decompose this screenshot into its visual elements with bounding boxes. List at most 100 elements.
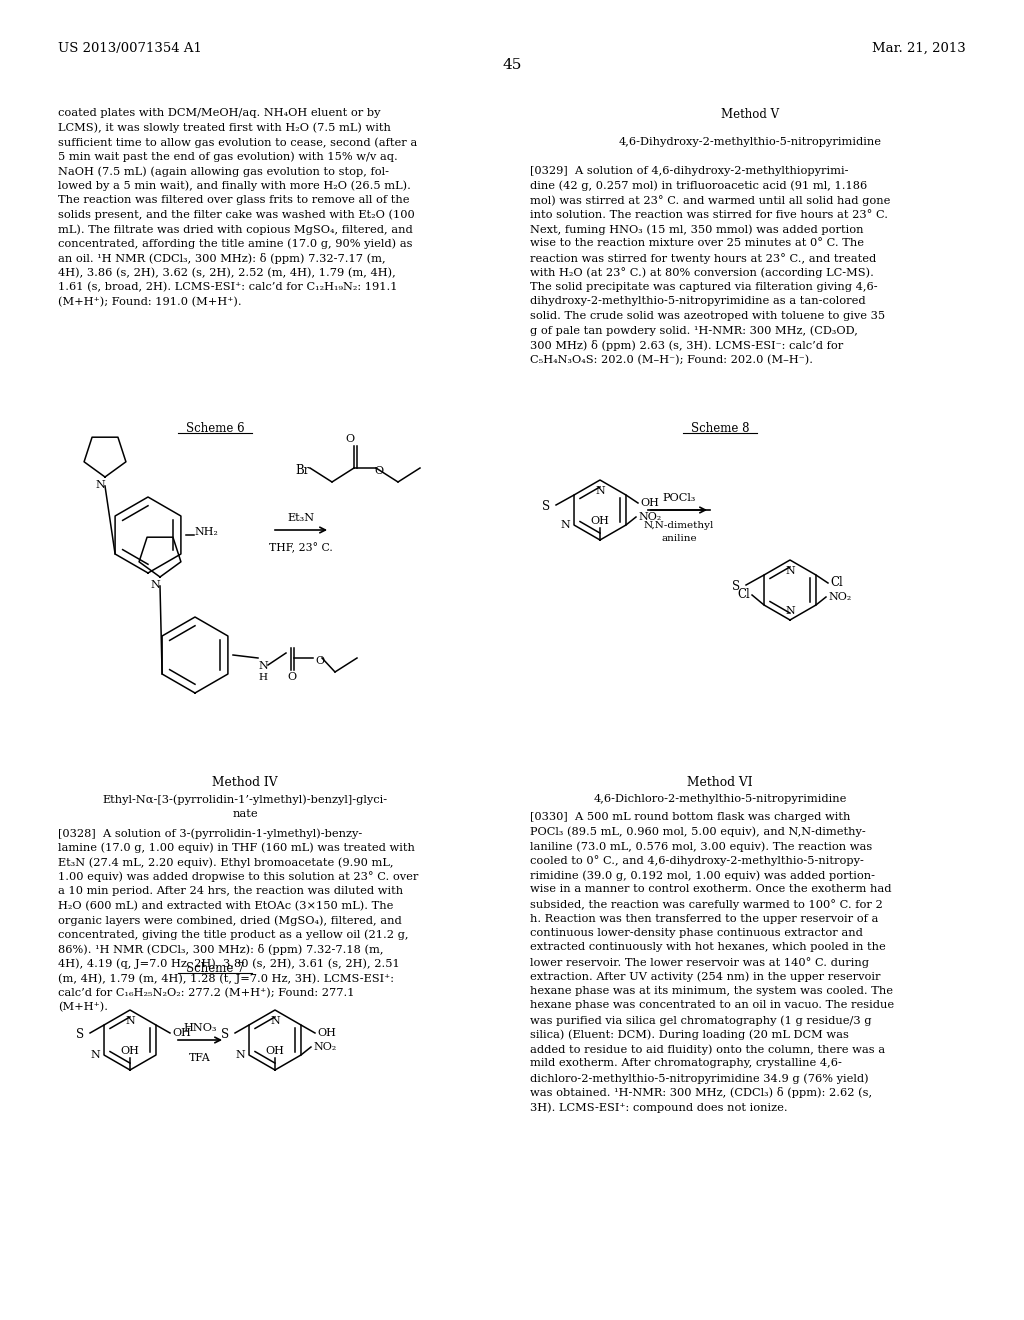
Text: POCl₃ (89.5 mL, 0.960 mol, 5.00 equiv), and N,N-dimethy-: POCl₃ (89.5 mL, 0.960 mol, 5.00 equiv), …	[530, 826, 865, 837]
Text: dine (42 g, 0.257 mol) in trifluoroacetic acid (91 ml, 1.186: dine (42 g, 0.257 mol) in trifluoroaceti…	[530, 181, 867, 191]
Text: C₅H₄N₃O₄S: 202.0 (M–H⁻); Found: 202.0 (M–H⁻).: C₅H₄N₃O₄S: 202.0 (M–H⁻); Found: 202.0 (M…	[530, 355, 813, 364]
Text: reaction was stirred for twenty hours at 23° C., and treated: reaction was stirred for twenty hours at…	[530, 253, 877, 264]
Text: continuous lower-density phase continuous extractor and: continuous lower-density phase continuou…	[530, 928, 863, 939]
Text: N: N	[125, 1016, 135, 1026]
Text: g of pale tan powdery solid. ¹H-NMR: 300 MHz, (CD₃OD,: g of pale tan powdery solid. ¹H-NMR: 300…	[530, 326, 858, 337]
Text: lowed by a 5 min wait), and finally with more H₂O (26.5 mL).: lowed by a 5 min wait), and finally with…	[58, 181, 411, 191]
Text: N: N	[236, 1049, 245, 1060]
Text: silica) (Eluent: DCM). During loading (20 mL DCM was: silica) (Eluent: DCM). During loading (2…	[530, 1030, 849, 1040]
Text: 1.61 (s, broad, 2H). LCMS-ESI⁺: calc’d for C₁₂H₁₉N₂: 191.1: 1.61 (s, broad, 2H). LCMS-ESI⁺: calc’d f…	[58, 282, 397, 292]
Text: S: S	[732, 579, 740, 593]
Text: OH: OH	[591, 516, 609, 525]
Text: 300 MHz) δ (ppm) 2.63 (s, 3H). LCMS-ESI⁻: calc’d for: 300 MHz) δ (ppm) 2.63 (s, 3H). LCMS-ESI⁻…	[530, 341, 843, 351]
Text: [0330]  A 500 mL round bottom flask was charged with: [0330] A 500 mL round bottom flask was c…	[530, 812, 850, 822]
Text: N,N-dimethyl: N,N-dimethyl	[644, 521, 714, 531]
Text: H: H	[258, 672, 267, 681]
Text: LCMS), it was slowly treated first with H₂O (7.5 mL) with: LCMS), it was slowly treated first with …	[58, 123, 391, 133]
Text: wise in a manner to control exotherm. Once the exotherm had: wise in a manner to control exotherm. On…	[530, 884, 892, 895]
Text: dichloro-2-methylthio-5-nitropyrimidine 34.9 g (76% yield): dichloro-2-methylthio-5-nitropyrimidine …	[530, 1073, 868, 1084]
Text: Method V: Method V	[721, 108, 779, 121]
Text: (m, 4H), 1.79 (m, 4H), 1.28 (t, J=7.0 Hz, 3H). LCMS-ESI⁺:: (m, 4H), 1.79 (m, 4H), 1.28 (t, J=7.0 Hz…	[58, 973, 394, 983]
Text: N: N	[258, 661, 268, 671]
Text: Next, fuming HNO₃ (15 ml, 350 mmol) was added portion: Next, fuming HNO₃ (15 ml, 350 mmol) was …	[530, 224, 863, 235]
Text: The reaction was filtered over glass frits to remove all of the: The reaction was filtered over glass fri…	[58, 195, 410, 205]
Text: OH: OH	[121, 1045, 139, 1056]
Text: HNO₃: HNO₃	[183, 1023, 217, 1034]
Text: with H₂O (at 23° C.) at 80% conversion (according LC-MS).: with H₂O (at 23° C.) at 80% conversion (…	[530, 268, 873, 279]
Text: Et₃N: Et₃N	[288, 513, 314, 523]
Text: N: N	[595, 486, 605, 496]
Text: OH: OH	[317, 1028, 336, 1038]
Text: [0328]  A solution of 3-(pyrrolidin-1-ylmethyl)-benzy-: [0328] A solution of 3-(pyrrolidin-1-ylm…	[58, 828, 362, 838]
Text: (M+H⁺); Found: 191.0 (M+H⁺).: (M+H⁺); Found: 191.0 (M+H⁺).	[58, 297, 242, 306]
Text: lower reservoir. The lower reservoir was at 140° C. during: lower reservoir. The lower reservoir was…	[530, 957, 869, 968]
Text: S: S	[542, 499, 550, 512]
Text: OH: OH	[265, 1045, 285, 1056]
Text: [0329]  A solution of 4,6-dihydroxy-2-methylthiopyrimi-: [0329] A solution of 4,6-dihydroxy-2-met…	[530, 166, 849, 176]
Text: extracted continuously with hot hexanes, which pooled in the: extracted continuously with hot hexanes,…	[530, 942, 886, 953]
Text: N: N	[270, 1016, 280, 1026]
Text: mol) was stirred at 23° C. and warmed until all solid had gone: mol) was stirred at 23° C. and warmed un…	[530, 195, 891, 206]
Text: lamine (17.0 g, 1.00 equiv) in THF (160 mL) was treated with: lamine (17.0 g, 1.00 equiv) in THF (160 …	[58, 842, 415, 853]
Text: Scheme 6: Scheme 6	[185, 422, 245, 436]
Text: Method VI: Method VI	[687, 776, 753, 789]
Text: 5 min wait past the end of gas evolution) with 15% w/v aq.: 5 min wait past the end of gas evolution…	[58, 152, 397, 162]
Text: O: O	[288, 672, 297, 682]
Text: 1.00 equiv) was added dropwise to this solution at 23° C. over: 1.00 equiv) was added dropwise to this s…	[58, 871, 419, 882]
Text: NaOH (7.5 mL) (again allowing gas evolution to stop, fol-: NaOH (7.5 mL) (again allowing gas evolut…	[58, 166, 389, 177]
Text: 45: 45	[503, 58, 521, 73]
Text: into solution. The reaction was stirred for five hours at 23° C.: into solution. The reaction was stirred …	[530, 210, 888, 219]
Text: NH₂: NH₂	[194, 527, 218, 537]
Text: US 2013/0071354 A1: US 2013/0071354 A1	[58, 42, 202, 55]
Text: 4H), 4.19 (q, J=7.0 Hz, 2H), 3.80 (s, 2H), 3.61 (s, 2H), 2.51: 4H), 4.19 (q, J=7.0 Hz, 2H), 3.80 (s, 2H…	[58, 958, 399, 969]
Text: mL). The filtrate was dried with copious MgSO₄, filtered, and: mL). The filtrate was dried with copious…	[58, 224, 413, 235]
Text: hexane phase was concentrated to an oil in vacuo. The residue: hexane phase was concentrated to an oil …	[530, 1001, 894, 1011]
Text: laniline (73.0 mL, 0.576 mol, 3.00 equiv). The reaction was: laniline (73.0 mL, 0.576 mol, 3.00 equiv…	[530, 841, 872, 851]
Text: 3H). LCMS-ESI⁺: compound does not ionize.: 3H). LCMS-ESI⁺: compound does not ionize…	[530, 1102, 787, 1113]
Text: (M+H⁺).: (M+H⁺).	[58, 1002, 108, 1012]
Text: subsided, the reaction was carefully warmed to 100° C. for 2: subsided, the reaction was carefully war…	[530, 899, 883, 909]
Text: TFA: TFA	[189, 1053, 211, 1063]
Text: N: N	[90, 1049, 100, 1060]
Text: NO₂: NO₂	[313, 1041, 336, 1052]
Text: NO₂: NO₂	[638, 512, 662, 521]
Text: Cl: Cl	[737, 589, 750, 602]
Text: 4,6-Dichloro-2-methylthio-5-nitropyrimidine: 4,6-Dichloro-2-methylthio-5-nitropyrimid…	[593, 795, 847, 804]
Text: added to residue to aid fluidity) onto the column, there was a: added to residue to aid fluidity) onto t…	[530, 1044, 885, 1055]
Text: 4,6-Dihydroxy-2-methylthio-5-nitropyrimidine: 4,6-Dihydroxy-2-methylthio-5-nitropyrimi…	[618, 137, 882, 147]
Text: N: N	[560, 520, 570, 531]
Text: O: O	[345, 434, 354, 444]
Text: coated plates with DCM/MeOH/aq. NH₄OH eluent or by: coated plates with DCM/MeOH/aq. NH₄OH el…	[58, 108, 381, 117]
Text: hexane phase was at its minimum, the system was cooled. The: hexane phase was at its minimum, the sys…	[530, 986, 893, 997]
Text: calc’d for C₁₆H₂₅N₂O₂: 277.2 (M+H⁺); Found: 277.1: calc’d for C₁₆H₂₅N₂O₂: 277.2 (M+H⁺); Fou…	[58, 987, 354, 998]
Text: The solid precipitate was captured via filteration giving 4,6-: The solid precipitate was captured via f…	[530, 282, 878, 292]
Text: S: S	[76, 1027, 84, 1040]
Text: NO₂: NO₂	[828, 591, 851, 602]
Text: Mar. 21, 2013: Mar. 21, 2013	[872, 42, 966, 55]
Text: solids present, and the filter cake was washed with Et₂O (100: solids present, and the filter cake was …	[58, 210, 415, 220]
Text: was obtained. ¹H-NMR: 300 MHz, (CDCl₃) δ (ppm): 2.62 (s,: was obtained. ¹H-NMR: 300 MHz, (CDCl₃) δ…	[530, 1088, 872, 1098]
Text: THF, 23° C.: THF, 23° C.	[269, 543, 333, 553]
Text: h. Reaction was then transferred to the upper reservoir of a: h. Reaction was then transferred to the …	[530, 913, 879, 924]
Text: mild exotherm. After chromatography, crystalline 4,6-: mild exotherm. After chromatography, cry…	[530, 1059, 842, 1068]
Text: S: S	[221, 1027, 229, 1040]
Text: was purified via silica gel chromatography (1 g residue/3 g: was purified via silica gel chromatograp…	[530, 1015, 871, 1026]
Text: O: O	[374, 466, 383, 477]
Text: Et₃N (27.4 mL, 2.20 equiv). Ethyl bromoacetate (9.90 mL,: Et₃N (27.4 mL, 2.20 equiv). Ethyl bromoa…	[58, 857, 393, 867]
Text: cooled to 0° C., and 4,6-dihydroxy-2-methylthio-5-nitropy-: cooled to 0° C., and 4,6-dihydroxy-2-met…	[530, 855, 864, 866]
Text: organic layers were combined, dried (MgSO₄), filtered, and: organic layers were combined, dried (MgS…	[58, 915, 401, 925]
Text: a 10 min period. After 24 hrs, the reaction was diluted with: a 10 min period. After 24 hrs, the react…	[58, 886, 403, 896]
Text: Scheme 8: Scheme 8	[691, 422, 750, 436]
Text: N: N	[95, 480, 104, 490]
Text: dihydroxy-2-methylthio-5-nitropyrimidine as a tan-colored: dihydroxy-2-methylthio-5-nitropyrimidine…	[530, 297, 865, 306]
Text: an oil. ¹H NMR (CDCl₃, 300 MHz): δ (ppm) 7.32-7.17 (m,: an oil. ¹H NMR (CDCl₃, 300 MHz): δ (ppm)…	[58, 253, 386, 264]
Text: Scheme 7: Scheme 7	[185, 962, 245, 975]
Text: Br: Br	[296, 465, 310, 478]
Text: Cl: Cl	[830, 577, 843, 590]
Text: rimidine (39.0 g, 0.192 mol, 1.00 equiv) was added portion-: rimidine (39.0 g, 0.192 mol, 1.00 equiv)…	[530, 870, 874, 880]
Text: POCl₃: POCl₃	[663, 492, 695, 503]
Text: solid. The crude solid was azeotroped with toluene to give 35: solid. The crude solid was azeotroped wi…	[530, 312, 885, 321]
Text: OH: OH	[172, 1028, 190, 1038]
Text: N: N	[785, 606, 795, 616]
Text: concentrated, giving the title product as a yellow oil (21.2 g,: concentrated, giving the title product a…	[58, 929, 409, 940]
